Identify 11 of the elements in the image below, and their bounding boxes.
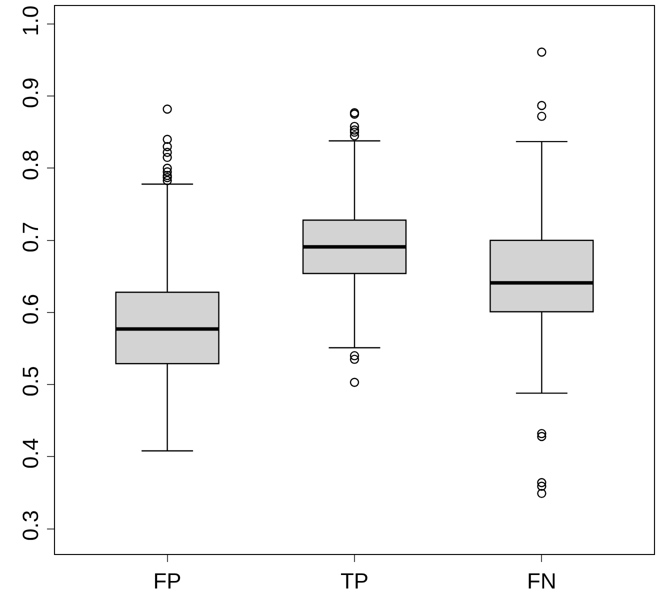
x-tick-label: TP <box>340 568 369 594</box>
y-tick-label: 0.7 <box>18 222 44 252</box>
x-tick-label: FP <box>153 568 182 594</box>
x-tick-label: FN <box>527 568 556 594</box>
y-tick-label: 0.6 <box>18 294 44 324</box>
y-tick-label: 0.4 <box>18 438 44 469</box>
y-tick-label: 0.9 <box>18 78 44 108</box>
y-tick-label: 0.8 <box>18 150 44 180</box>
y-tick-label: 0.5 <box>18 366 44 397</box>
y-tick-label: 1.0 <box>18 5 44 36</box>
y-tick-label: 0.3 <box>18 510 44 541</box>
